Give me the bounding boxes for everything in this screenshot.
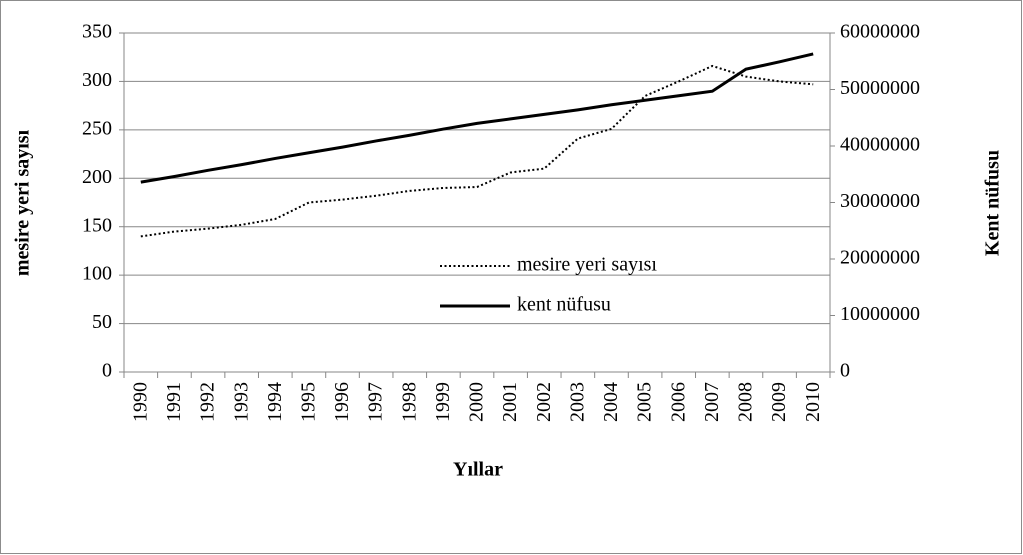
x-tick-label: 2008 xyxy=(735,382,757,422)
y-tick-label: 250 xyxy=(82,117,112,139)
x-tick-label: 2001 xyxy=(499,382,521,422)
x-tick-label: 2004 xyxy=(600,382,622,422)
x-tick-label: 1991 xyxy=(163,382,185,422)
y-tick-label: 300 xyxy=(82,69,112,91)
x-tick-label: 2003 xyxy=(566,382,588,422)
y2-tick-label: 60000000 xyxy=(840,21,920,43)
y2-tick-label: 40000000 xyxy=(840,134,920,156)
x-tick-label: 1995 xyxy=(297,382,319,422)
x-tick-label: 1999 xyxy=(432,382,454,422)
y-tick-label: 0 xyxy=(102,360,112,382)
y2-tick-label: 50000000 xyxy=(840,77,920,99)
y-tick-label: 350 xyxy=(82,21,112,43)
x-tick-label: 1994 xyxy=(264,382,286,422)
x-tick-label: 1993 xyxy=(230,382,252,422)
x-axis-title: Yıllar xyxy=(453,459,503,481)
x-tick-label: 2009 xyxy=(768,382,790,422)
y-tick-label: 100 xyxy=(82,263,112,285)
x-tick-label: 2002 xyxy=(533,382,555,422)
legend-label: kent nüfusu xyxy=(517,294,611,316)
y-tick-label: 200 xyxy=(82,166,112,188)
legend-label: mesire yeri sayısı xyxy=(517,254,657,276)
x-tick-label: 2007 xyxy=(701,382,723,422)
y-axis-title: mesire yeri sayısı xyxy=(12,129,34,276)
y2-axis-title: Kent nüfusu xyxy=(982,150,1004,256)
x-tick-label: 1990 xyxy=(129,382,151,422)
x-tick-label: 2000 xyxy=(466,382,488,422)
x-tick-label: 1998 xyxy=(398,382,420,422)
x-tick-label: 2010 xyxy=(802,382,824,422)
x-tick-label: 2005 xyxy=(634,382,656,422)
y2-tick-label: 20000000 xyxy=(840,247,920,269)
y2-tick-label: 0 xyxy=(840,360,850,382)
y2-tick-label: 30000000 xyxy=(840,190,920,212)
x-tick-label: 1997 xyxy=(365,382,387,422)
x-tick-label: 1996 xyxy=(331,382,353,422)
x-tick-label: 1992 xyxy=(197,382,219,422)
y2-tick-label: 10000000 xyxy=(840,303,920,325)
x-tick-label: 2006 xyxy=(667,382,689,422)
series-line xyxy=(140,52,814,184)
y-tick-label: 150 xyxy=(82,214,112,236)
y-tick-label: 50 xyxy=(92,311,112,333)
series-line xyxy=(140,64,814,238)
